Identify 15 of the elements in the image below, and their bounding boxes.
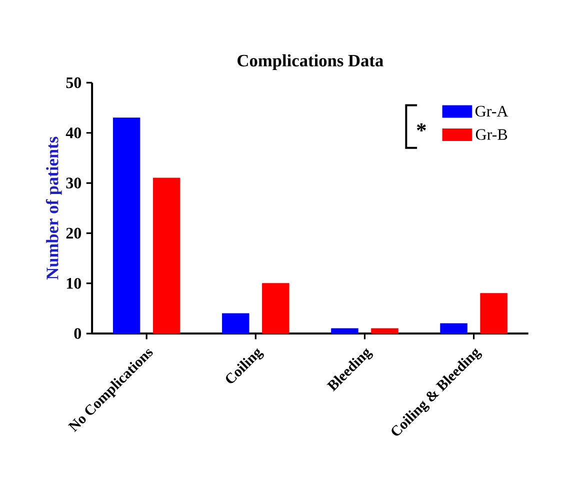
y-axis-title: Number of patients (46, 136, 62, 280)
bar (371, 328, 398, 334)
y-tick-label: 20 (66, 228, 82, 239)
y-tick-label: 50 (66, 78, 82, 88)
legend-label: Gr-A (475, 106, 508, 117)
annotation: * (416, 124, 426, 132)
chart-title: Complications Data (238, 54, 384, 70)
bar (480, 293, 508, 334)
y-tick-label: 30 (66, 178, 82, 189)
y-tick-label: 0 (74, 328, 82, 340)
y-tick-label: 10 (66, 278, 82, 289)
bar (152, 178, 180, 334)
y-tick-label: 40 (66, 128, 82, 138)
bar (262, 283, 290, 334)
legend-label: Gr-B (476, 129, 508, 140)
